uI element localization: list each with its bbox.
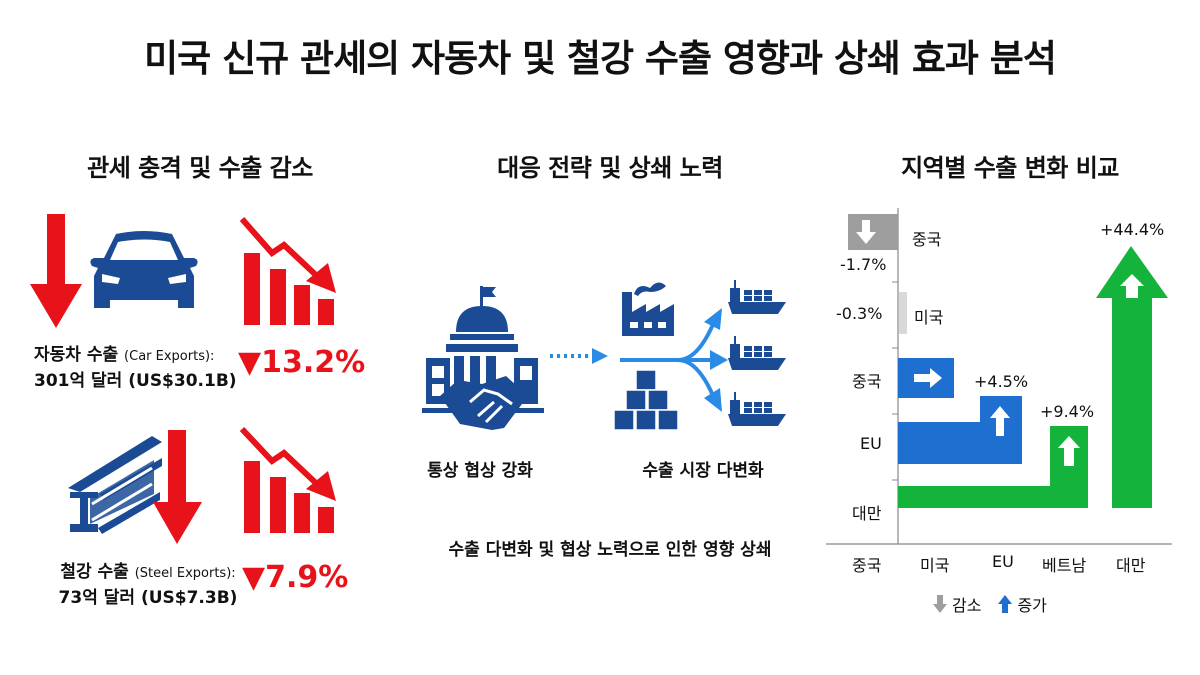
decrease-arrow-icon — [933, 595, 947, 613]
page-title: 미국 신규 관세의 자동차 및 철강 수출 영향과 상쇄 효과 분석 — [144, 37, 1057, 80]
negotiation-caption: 통상 협상 강화 — [427, 461, 533, 481]
steel-exports-change: ▼7.9% — [242, 560, 349, 595]
car-icon — [86, 228, 202, 312]
cargo-boxes-icon — [612, 368, 682, 432]
capitol-handshake-icon — [420, 284, 546, 434]
strategy-section-title: 대응 전략 및 상쇄 노력 — [497, 154, 723, 182]
steel-exports-label: 철강 수출 (Steel Exports): 73억 달러 (US$7.3B) — [58, 562, 238, 608]
impact-section-title: 관세 충격 및 수출 감소 — [87, 154, 313, 182]
car-exports-change: ▼13.2% — [238, 345, 366, 380]
value-label: +44.4% — [1100, 220, 1165, 239]
cargo-ship-icon — [726, 392, 788, 428]
branching-arrows-icon — [618, 300, 730, 418]
value-label: +9.4% — [1040, 402, 1095, 421]
x-tick: EU — [992, 552, 1014, 571]
x-tick: 대만 — [1116, 556, 1146, 575]
car-exports-amount: 301억 달러 (US$30.1B) — [34, 371, 237, 391]
down-arrow-icon — [28, 212, 84, 330]
cargo-ship-icon — [726, 336, 788, 372]
down-arrow-icon — [152, 428, 204, 546]
regional-section-title: 지역별 수출 변화 비교 — [901, 154, 1119, 182]
declining-chart-icon — [240, 425, 340, 535]
row-label: 대만 — [852, 504, 882, 523]
legend-increase: 증가 — [1017, 596, 1047, 615]
declining-chart-icon — [240, 215, 340, 327]
steel-exports-amount: 73억 달러 (US$7.3B) — [58, 588, 238, 608]
cargo-ship-icon — [726, 280, 788, 316]
row-label: 중국 — [852, 372, 882, 391]
legend-decrease: 감소 — [952, 596, 982, 615]
value-label: -1.7% — [840, 255, 887, 274]
factory-icon — [620, 278, 676, 338]
dotted-arrow-icon — [548, 346, 610, 366]
value-label: -0.3% — [836, 304, 883, 323]
row-label: 중국 — [912, 230, 942, 249]
row-label: 미국 — [914, 308, 944, 327]
increase-arrow-icon — [998, 595, 1013, 613]
diversification-caption: 수출 시장 다변화 — [642, 461, 764, 481]
x-tick: 중국 — [852, 556, 882, 575]
regional-chart — [826, 200, 1186, 580]
value-label: +4.5% — [974, 372, 1029, 391]
row-label: EU — [860, 434, 882, 453]
x-tick: 베트남 — [1042, 556, 1087, 575]
steel-beam-icon — [66, 432, 166, 538]
strategy-summary: 수출 다변화 및 협상 노력으로 인한 영향 상쇄 — [448, 540, 772, 560]
x-tick: 미국 — [920, 556, 950, 575]
chart-legend: 감소 증가 — [932, 592, 1047, 616]
car-exports-label: 자동차 수출 (Car Exports): 301억 달러 (US$30.1B) — [34, 345, 237, 391]
